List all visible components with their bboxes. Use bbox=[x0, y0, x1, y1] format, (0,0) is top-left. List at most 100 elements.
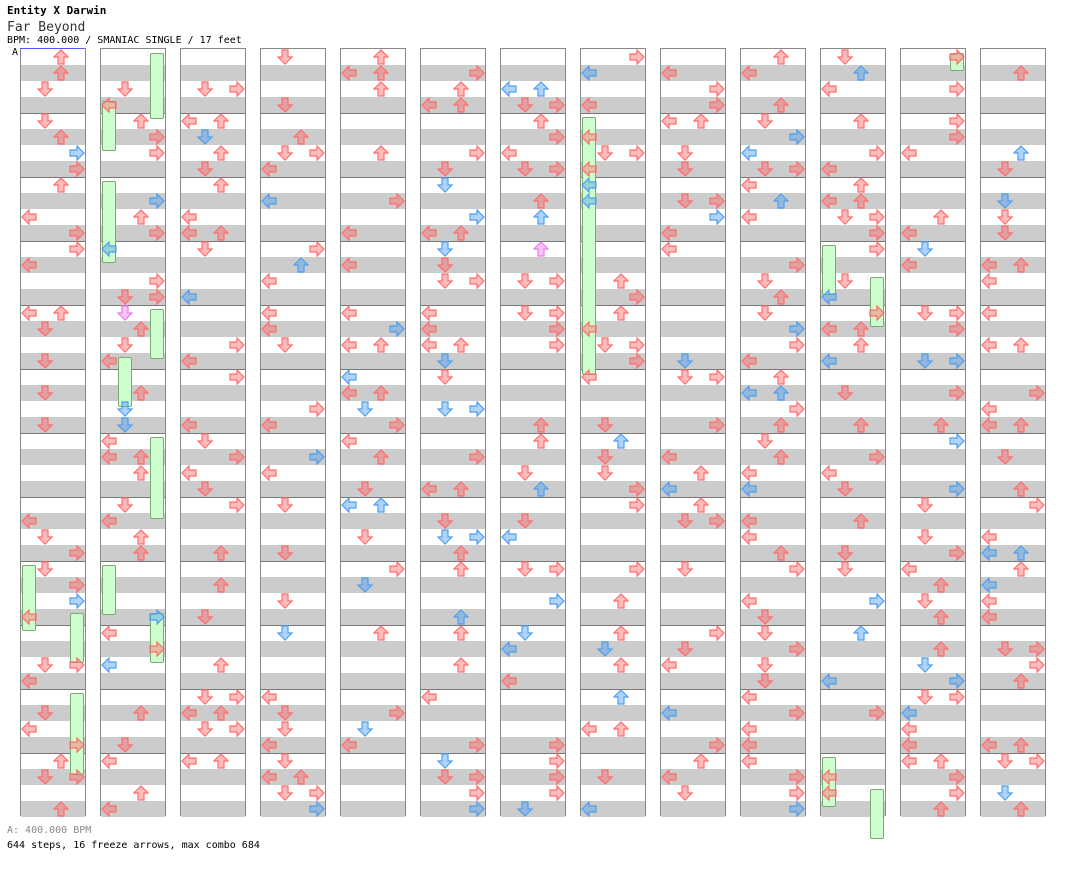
beat-stripe bbox=[181, 385, 245, 401]
arrow-down-icon bbox=[677, 193, 693, 209]
chart-column bbox=[660, 48, 726, 817]
arrow-down-icon bbox=[37, 769, 53, 785]
beat-stripe bbox=[901, 321, 965, 337]
measure-line bbox=[421, 177, 485, 178]
measure-line bbox=[741, 689, 805, 690]
arrow-up-icon bbox=[133, 113, 149, 129]
arrow-left-icon bbox=[901, 257, 917, 273]
arrow-left-icon bbox=[901, 225, 917, 241]
chart-column bbox=[340, 48, 406, 817]
arrow-down-icon bbox=[437, 353, 453, 369]
beat-stripe bbox=[981, 321, 1045, 337]
beat-stripe bbox=[581, 801, 645, 817]
arrow-down-icon bbox=[597, 145, 613, 161]
arrow-up-icon bbox=[773, 449, 789, 465]
beat-stripe bbox=[421, 481, 485, 497]
beat-stripe bbox=[101, 545, 165, 561]
arrow-up-icon bbox=[213, 705, 229, 721]
arrow-right-icon bbox=[709, 369, 725, 385]
beat-stripe bbox=[261, 321, 325, 337]
measure-line bbox=[901, 113, 965, 114]
arrow-down-icon bbox=[277, 593, 293, 609]
beat-stripe bbox=[501, 769, 565, 785]
beat-stripe bbox=[741, 609, 805, 625]
arrow-down-icon bbox=[437, 769, 453, 785]
measure-line bbox=[21, 177, 85, 178]
arrow-up-icon bbox=[133, 321, 149, 337]
arrow-left-icon bbox=[661, 769, 677, 785]
beat-stripe bbox=[501, 161, 565, 177]
arrow-left-icon bbox=[101, 753, 117, 769]
arrow-down-icon bbox=[757, 609, 773, 625]
beat-stripe bbox=[661, 545, 725, 561]
arrow-up-icon bbox=[133, 449, 149, 465]
arrow-right-icon bbox=[469, 785, 485, 801]
arrow-left-icon bbox=[341, 225, 357, 241]
beat-stripe bbox=[741, 193, 805, 209]
arrow-up-icon bbox=[1013, 801, 1029, 817]
arrow-down-icon bbox=[117, 401, 133, 417]
beat-stripe bbox=[581, 641, 645, 657]
arrow-right-icon bbox=[69, 657, 85, 673]
measure-line bbox=[981, 241, 1045, 242]
arrow-down-icon bbox=[677, 561, 693, 577]
freeze-arrow bbox=[70, 613, 84, 663]
measure-line bbox=[421, 305, 485, 306]
beat-stripe bbox=[661, 417, 725, 433]
arrow-left-icon bbox=[21, 673, 37, 689]
arrow-right-icon bbox=[309, 401, 325, 417]
beat-stripe bbox=[581, 161, 645, 177]
measure-line bbox=[821, 433, 885, 434]
arrow-left-icon bbox=[501, 673, 517, 689]
arrow-down-icon bbox=[757, 433, 773, 449]
beat-stripe bbox=[821, 129, 885, 145]
arrow-down-icon bbox=[517, 305, 533, 321]
beat-stripe bbox=[741, 321, 805, 337]
measure-line bbox=[181, 113, 245, 114]
arrow-up-icon bbox=[213, 577, 229, 593]
measure-line bbox=[261, 753, 325, 754]
measure-line bbox=[981, 561, 1045, 562]
arrow-up-icon bbox=[53, 753, 69, 769]
beat-stripe bbox=[501, 289, 565, 305]
arrow-left-icon bbox=[661, 225, 677, 241]
beat-stripe bbox=[21, 513, 85, 529]
arrow-right-icon bbox=[549, 561, 565, 577]
arrow-right-icon bbox=[309, 145, 325, 161]
arrow-up-icon bbox=[453, 81, 469, 97]
beat-stripe bbox=[101, 193, 165, 209]
beat-stripe bbox=[101, 801, 165, 817]
arrow-up-icon bbox=[373, 81, 389, 97]
measure-line bbox=[181, 433, 245, 434]
arrow-down-icon bbox=[277, 705, 293, 721]
arrow-right-icon bbox=[789, 257, 805, 273]
beat-stripe bbox=[261, 673, 325, 689]
measure-line bbox=[581, 497, 645, 498]
arrow-left-icon bbox=[661, 657, 677, 673]
arrow-left-icon bbox=[981, 417, 997, 433]
arrow-down-icon bbox=[437, 753, 453, 769]
beat-stripe bbox=[661, 577, 725, 593]
arrow-left-icon bbox=[421, 225, 437, 241]
measure-line bbox=[501, 369, 565, 370]
measure-line bbox=[741, 177, 805, 178]
arrow-down-icon bbox=[277, 625, 293, 641]
beat-stripe bbox=[101, 609, 165, 625]
arrow-left-icon bbox=[821, 321, 837, 337]
arrow-left-icon bbox=[981, 545, 997, 561]
arrow-up-icon bbox=[1013, 673, 1029, 689]
arrow-down-icon bbox=[517, 625, 533, 641]
arrow-right-icon bbox=[789, 401, 805, 417]
arrow-right-icon bbox=[149, 193, 165, 209]
beat-stripe bbox=[901, 353, 965, 369]
measure-line bbox=[181, 497, 245, 498]
beat-stripe bbox=[501, 801, 565, 817]
measure-line bbox=[101, 625, 165, 626]
arrow-down-icon bbox=[757, 673, 773, 689]
arrow-right-icon bbox=[149, 145, 165, 161]
beat-stripe bbox=[581, 737, 645, 753]
arrow-left-icon bbox=[421, 689, 437, 705]
beat-stripe bbox=[581, 225, 645, 241]
beat-stripe bbox=[101, 577, 165, 593]
arrow-left-icon bbox=[981, 609, 997, 625]
